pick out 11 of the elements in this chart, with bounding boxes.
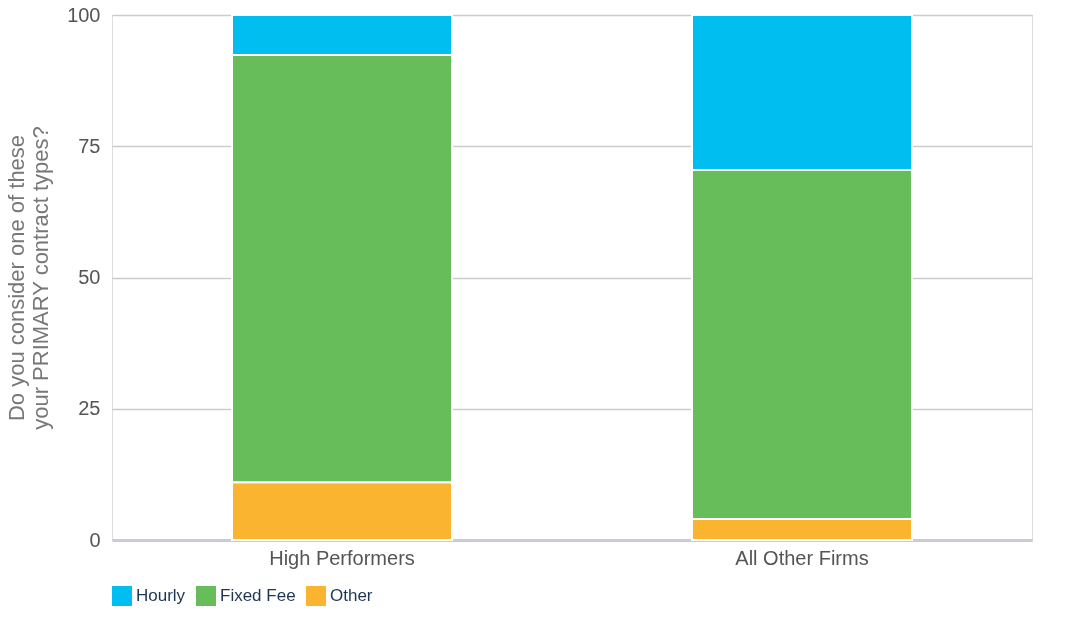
legend-label: Fixed Fee — [220, 586, 296, 605]
y-tick-label: 25 — [78, 397, 101, 420]
y-tick-label: 50 — [78, 266, 101, 288]
x-tick-label: All Other Firms — [735, 546, 869, 569]
y-tick-label: 0 — [89, 528, 101, 551]
x-tick-label: High Performers — [269, 546, 415, 569]
y-tick-label: 75 — [78, 134, 101, 157]
legend-label: Hourly — [136, 586, 186, 605]
legend-label: Other — [330, 586, 373, 605]
y-axis-title: Do you consider one of these your PRIMARY contract types? — [4, 126, 54, 430]
y-tick-label: 100 — [67, 3, 101, 26]
